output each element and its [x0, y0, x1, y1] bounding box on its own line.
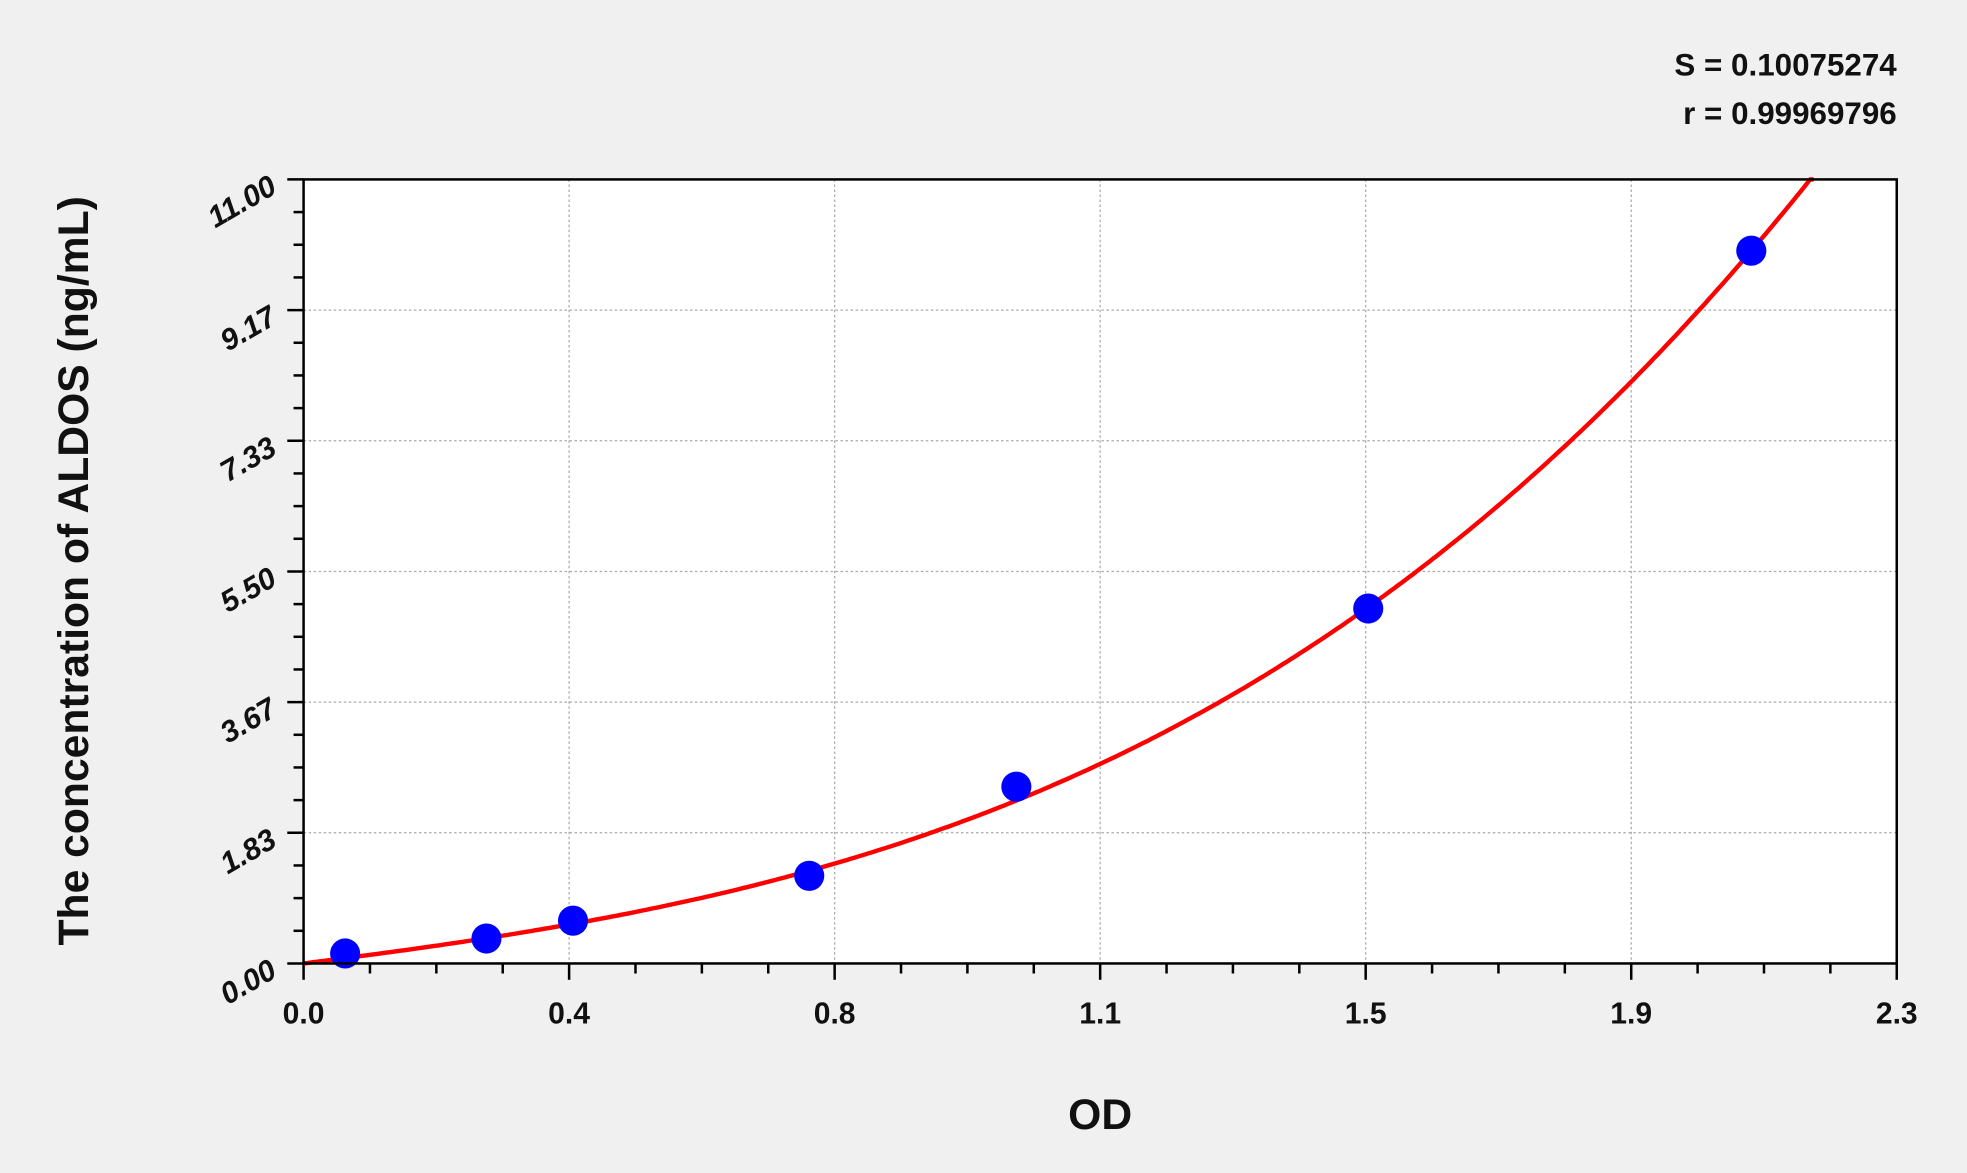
- data-point: [1736, 235, 1767, 266]
- grid: [303, 179, 1897, 964]
- x-tick-label: 0.4: [548, 998, 590, 1031]
- x-tick-label: 2.3: [1876, 998, 1918, 1031]
- fit-curve: [303, 177, 1814, 966]
- y-tick-label: 5.50: [215, 561, 282, 619]
- x-axis-title: OD: [1068, 1091, 1132, 1139]
- y-tick-label: 3.67: [215, 692, 283, 750]
- axis-ticks: [287, 178, 1899, 980]
- y-tick-label: 9.17: [215, 299, 283, 357]
- x-tick-label: 0.8: [814, 998, 856, 1031]
- data-point: [471, 923, 502, 954]
- x-tick-label: 1.9: [1610, 998, 1652, 1031]
- data-point: [557, 905, 589, 936]
- stat-s: S = 0.10075274: [1674, 47, 1897, 82]
- data-point: [330, 938, 361, 969]
- data-points: [330, 235, 1767, 969]
- plot-border: [302, 178, 1899, 965]
- y-tick-label: 11.00: [202, 169, 282, 234]
- data-point: [1353, 593, 1384, 624]
- data-point: [794, 860, 825, 891]
- x-tick-labels: 0.0 0.4 0.8 1.1 1.5 1.9 2.3: [283, 998, 1918, 1031]
- stat-r: r = 0.99969796: [1683, 96, 1897, 131]
- y-axis-title: The concentration of ALDOS (ng/mL): [50, 196, 98, 945]
- y-tick-label: 7.33: [215, 431, 282, 489]
- x-tick-label: 1.1: [1079, 998, 1121, 1031]
- y-tick-labels: 0.00 1.83 3.67 5.50 7.33 9.17 11.00: [202, 169, 283, 1011]
- x-tick-label: 1.5: [1345, 998, 1387, 1031]
- y-tick-label: 0.00: [215, 953, 282, 1011]
- data-point: [1001, 771, 1032, 802]
- x-tick-label: 0.0: [283, 998, 325, 1031]
- y-tick-label: 1.83: [215, 823, 282, 881]
